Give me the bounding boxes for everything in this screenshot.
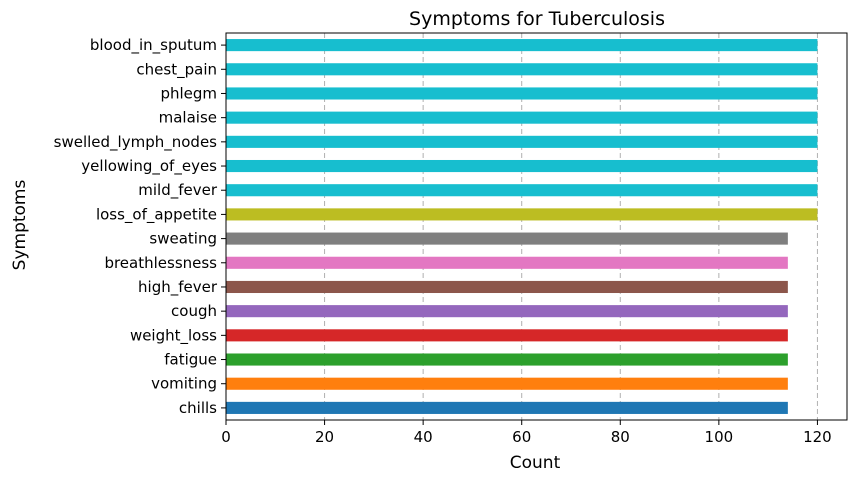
x-axis-ticks: 0 20 40 60 80 100 120	[221, 420, 832, 446]
y-tick-label: cough	[171, 302, 217, 320]
y-tick-label: vomiting	[151, 375, 217, 393]
y-tick-label: phlegm	[160, 84, 217, 102]
y-tick-label: high_fever	[138, 278, 218, 297]
x-tick-label: 20	[315, 428, 334, 446]
y-axis-ticks: chills vomiting fatigue weight_loss cough hig…	[54, 36, 226, 417]
bar-malaise	[226, 111, 818, 124]
bar-chills	[226, 401, 788, 414]
bar-fatigue	[226, 353, 788, 366]
bar-phlegm	[226, 87, 818, 100]
x-tick-label: 120	[803, 428, 832, 446]
y-tick-label: chest_pain	[136, 60, 217, 79]
bar-high_fever	[226, 280, 788, 294]
plot-frame	[225, 32, 848, 421]
y-tick-label: weight_loss	[130, 326, 217, 345]
bar-blood_in_sputum	[226, 39, 818, 52]
bar-swelled_lymph_nodes	[226, 135, 818, 148]
x-axis-label: Count	[510, 453, 561, 473]
bar-cough	[226, 305, 788, 318]
x-tick-label: 60	[512, 428, 531, 446]
y-tick-label: loss_of_appetite	[96, 205, 217, 224]
y-tick-label: malaise	[159, 109, 217, 127]
bar-vomiting	[226, 377, 788, 390]
y-axis-label: Symptoms	[10, 180, 30, 271]
y-tick-label: yellowing_of_eyes	[81, 157, 217, 176]
y-tick-label: fatigue	[164, 351, 217, 369]
y-tick-label: breathlessness	[104, 254, 217, 272]
bar-breathlessness	[226, 256, 788, 269]
bar-loss_of_appetite	[226, 208, 818, 221]
bar-sweating	[226, 232, 788, 245]
bar-mild_fever	[226, 184, 818, 197]
y-tick-label: sweating	[149, 230, 217, 248]
bars	[226, 39, 818, 414]
bar-yellowing_of_eyes	[226, 159, 818, 173]
y-tick-label: swelled_lymph_nodes	[54, 133, 218, 152]
bar-weight_loss	[226, 329, 788, 342]
bar-chest_pain	[226, 63, 818, 76]
chart-title: Symptoms for Tuberculosis	[409, 8, 665, 30]
x-tick-label: 0	[221, 428, 231, 446]
y-tick-label: blood_in_sputum	[90, 36, 217, 55]
x-tick-label: 40	[414, 428, 433, 446]
x-tick-label: 100	[705, 428, 734, 446]
y-tick-label: mild_fever	[138, 181, 218, 200]
x-tick-label: 80	[611, 428, 630, 446]
y-tick-label: chills	[179, 399, 217, 417]
